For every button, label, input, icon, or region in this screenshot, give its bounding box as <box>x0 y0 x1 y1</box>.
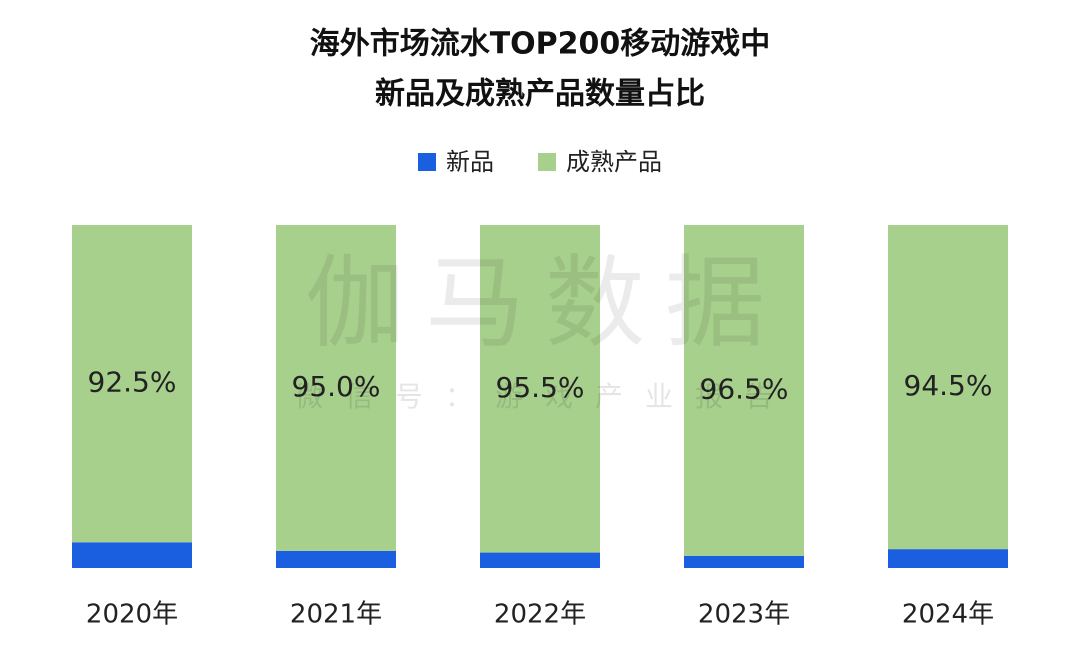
x-tick-label: 2024年 <box>902 600 994 630</box>
legend-label: 成熟产品 <box>566 148 662 176</box>
x-tick-label: 2022年 <box>494 600 586 630</box>
bar-segment <box>684 555 804 568</box>
legend-label: 新品 <box>446 148 494 176</box>
bar-segment <box>72 542 192 568</box>
value-label: 96.5% <box>700 372 789 405</box>
x-tick-label: 2023年 <box>698 600 790 630</box>
value-label: 95.0% <box>292 370 381 403</box>
value-label: 92.5% <box>88 366 177 399</box>
legend-swatch <box>538 153 556 171</box>
chart-title: 新品及成熟产品数量占比 <box>375 77 705 112</box>
value-label: 94.5% <box>904 369 993 402</box>
bar-segment <box>276 225 396 551</box>
bar-segment <box>480 225 600 553</box>
bar-segment <box>684 225 804 556</box>
bar-segment <box>480 552 600 568</box>
value-label: 95.5% <box>496 371 585 404</box>
bar-segment <box>72 225 192 543</box>
bar-segment <box>276 550 396 568</box>
bar-segment <box>888 549 1008 568</box>
chart-title: 海外市场流水TOP200移动游戏中 <box>310 27 771 62</box>
bar-segment <box>888 225 1008 550</box>
watermark: 微信号：游戏产业报告 <box>295 380 795 413</box>
x-tick-label: 2021年 <box>290 600 382 630</box>
legend-swatch <box>418 153 436 171</box>
x-tick-label: 2020年 <box>86 600 178 630</box>
watermark: 伽马数据 <box>305 244 785 361</box>
